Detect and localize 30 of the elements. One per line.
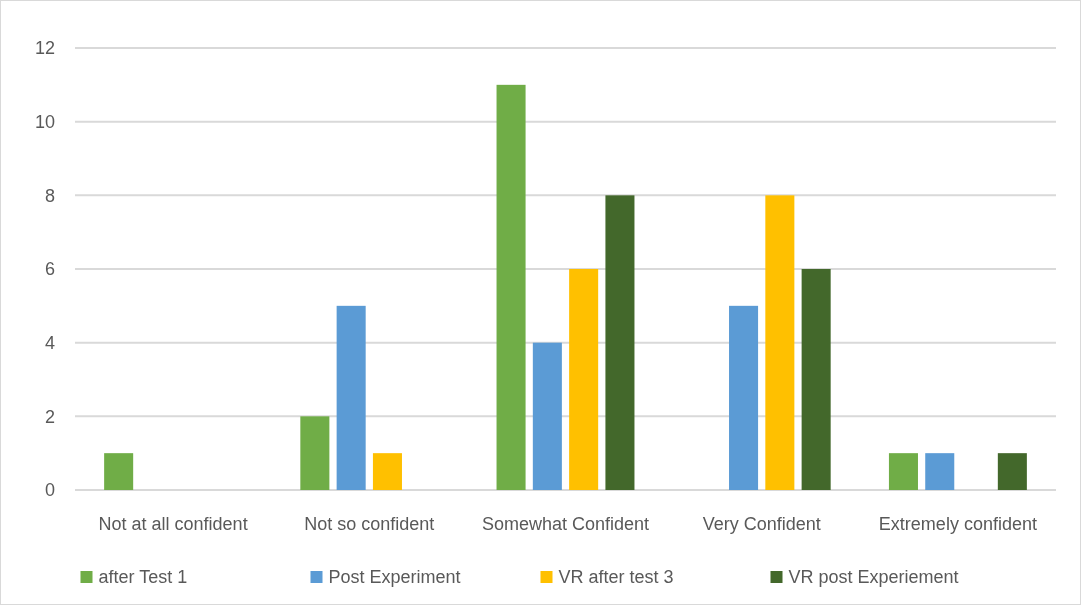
bar bbox=[300, 416, 330, 490]
x-tick-label: Very Confident bbox=[702, 514, 821, 534]
legend-label: VR post Experiement bbox=[788, 567, 959, 588]
bar bbox=[729, 305, 759, 490]
legend-label: VR after test 3 bbox=[558, 567, 674, 588]
legend-label: Post Experiment bbox=[328, 567, 461, 588]
bar bbox=[925, 453, 955, 490]
bar bbox=[532, 342, 562, 490]
bar bbox=[336, 305, 366, 490]
x-tick-label: Not at all confident bbox=[98, 514, 248, 534]
legend-label: after Test 1 bbox=[98, 567, 188, 588]
x-tick-label: Not so confident bbox=[304, 514, 435, 534]
bar bbox=[372, 453, 402, 490]
y-tick-label: 4 bbox=[44, 332, 55, 353]
bar bbox=[496, 84, 526, 490]
bar bbox=[801, 269, 831, 490]
y-tick-label: 10 bbox=[34, 111, 55, 132]
bar bbox=[997, 453, 1027, 490]
bar bbox=[569, 269, 599, 490]
y-tick-label: 12 bbox=[34, 38, 55, 59]
y-tick-label: 8 bbox=[44, 185, 55, 206]
bar bbox=[765, 195, 795, 490]
x-tick-label: Somewhat Confident bbox=[481, 514, 650, 534]
y-tick-label: 0 bbox=[44, 480, 55, 501]
bar bbox=[888, 453, 918, 490]
x-tick-label: Extremely confident bbox=[878, 514, 1037, 534]
y-tick-label: 6 bbox=[44, 259, 55, 280]
bar bbox=[605, 195, 635, 490]
y-tick-label: 2 bbox=[44, 406, 55, 427]
bar bbox=[104, 453, 134, 490]
